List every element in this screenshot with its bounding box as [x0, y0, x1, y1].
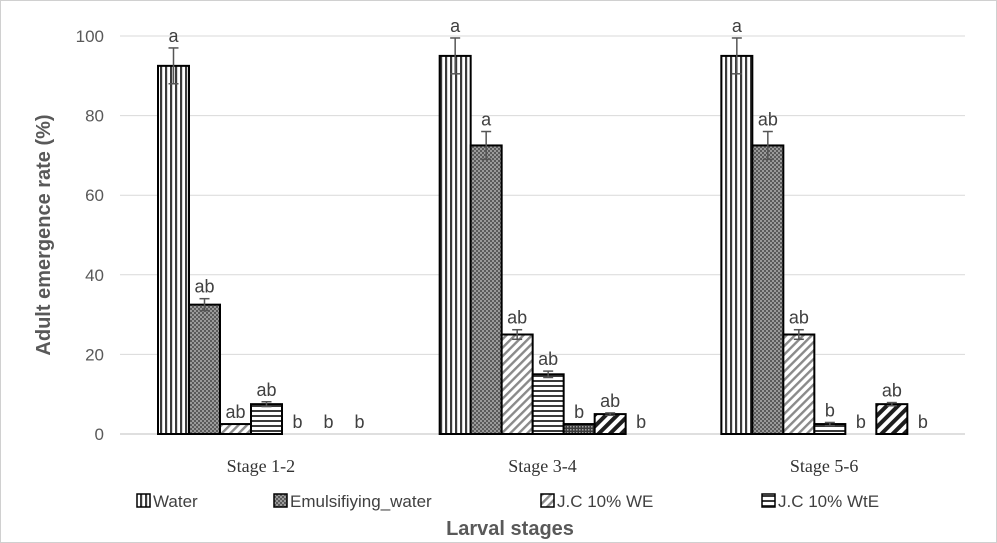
- y-tick-label: 100: [76, 27, 104, 46]
- y-axis-ticks: 0 20 40 60 80 100: [76, 27, 104, 444]
- significance-label: b: [574, 402, 584, 422]
- significance-label: ab: [225, 402, 245, 422]
- category-label: Stage 5-6: [790, 456, 858, 476]
- bar-stage-1-2-s3: [250, 403, 283, 435]
- significance-label: b: [825, 400, 835, 420]
- significance-label: a: [168, 26, 179, 46]
- significance-label: ab: [758, 110, 778, 130]
- legend: Water Emulsifiying_water J.C 10% WE J.C 10%…: [136, 492, 879, 511]
- bar-stage-3-4-s5: [593, 413, 627, 436]
- bar-stage-3-4-s1: [469, 144, 503, 435]
- bar-stage-1-2-s2: [219, 423, 252, 435]
- significance-label: ab: [194, 277, 214, 297]
- legend-swatch: [273, 493, 288, 508]
- significance-label: b: [918, 412, 928, 432]
- y-tick-label: 0: [95, 425, 104, 444]
- y-axis-title: Adult emergence rate (%): [33, 114, 55, 355]
- y-tick-label: 20: [85, 345, 104, 364]
- bar-stage-3-4-s2: [500, 333, 534, 435]
- error-bars: [168, 37, 897, 427]
- category-label: Stage 1-2: [227, 456, 295, 476]
- legend-label: J.C 10% WtE: [778, 492, 879, 511]
- significance-label: ab: [789, 308, 809, 328]
- legend-label: J.C 10% WE: [557, 492, 653, 511]
- bar-stage-3-4-s3: [531, 373, 565, 435]
- legend-label: Emulsifiying_water: [290, 492, 432, 511]
- legend-label: Water: [153, 492, 198, 511]
- significance-label: ab: [600, 391, 620, 411]
- y-tick-label: 60: [85, 186, 104, 205]
- bar-stage-5-6-s5: [875, 403, 909, 435]
- bar-stage-5-6-s0: [720, 54, 754, 436]
- significance-label: b: [636, 412, 646, 432]
- bar-stage-1-2-s0: [157, 64, 190, 435]
- significance-label: a: [732, 16, 743, 36]
- bar-stage-3-4-s4: [562, 423, 596, 435]
- significance-label: ab: [507, 308, 527, 328]
- significance-label: ab: [882, 381, 902, 401]
- bar-stage-1-2-s1: [188, 303, 221, 435]
- significance-label: a: [450, 16, 461, 36]
- significance-label: b: [354, 412, 364, 432]
- bars: [157, 54, 909, 436]
- x-axis-title: Larval stages: [446, 518, 574, 540]
- category-label: Stage 3-4: [508, 456, 576, 476]
- category-labels: Stage 1-2 Stage 3-4 Stage 5-6: [227, 456, 859, 476]
- y-tick-label: 80: [85, 107, 104, 126]
- bar-stage-5-6-s1: [751, 144, 785, 435]
- y-tick-label: 40: [85, 266, 104, 285]
- gridlines: [120, 35, 965, 355]
- significance-label: ab: [538, 349, 558, 369]
- significance-label: a: [481, 110, 492, 130]
- bar-stage-3-4-s0: [438, 54, 472, 436]
- significance-label: b: [292, 412, 302, 432]
- legend-swatch: [540, 493, 555, 508]
- significance-label: ab: [256, 380, 276, 400]
- legend-swatch: [136, 493, 151, 508]
- significance-label: b: [856, 412, 866, 432]
- legend-swatch: [761, 493, 776, 508]
- significance-label: b: [323, 412, 333, 432]
- bar-stage-5-6-s2: [782, 333, 816, 435]
